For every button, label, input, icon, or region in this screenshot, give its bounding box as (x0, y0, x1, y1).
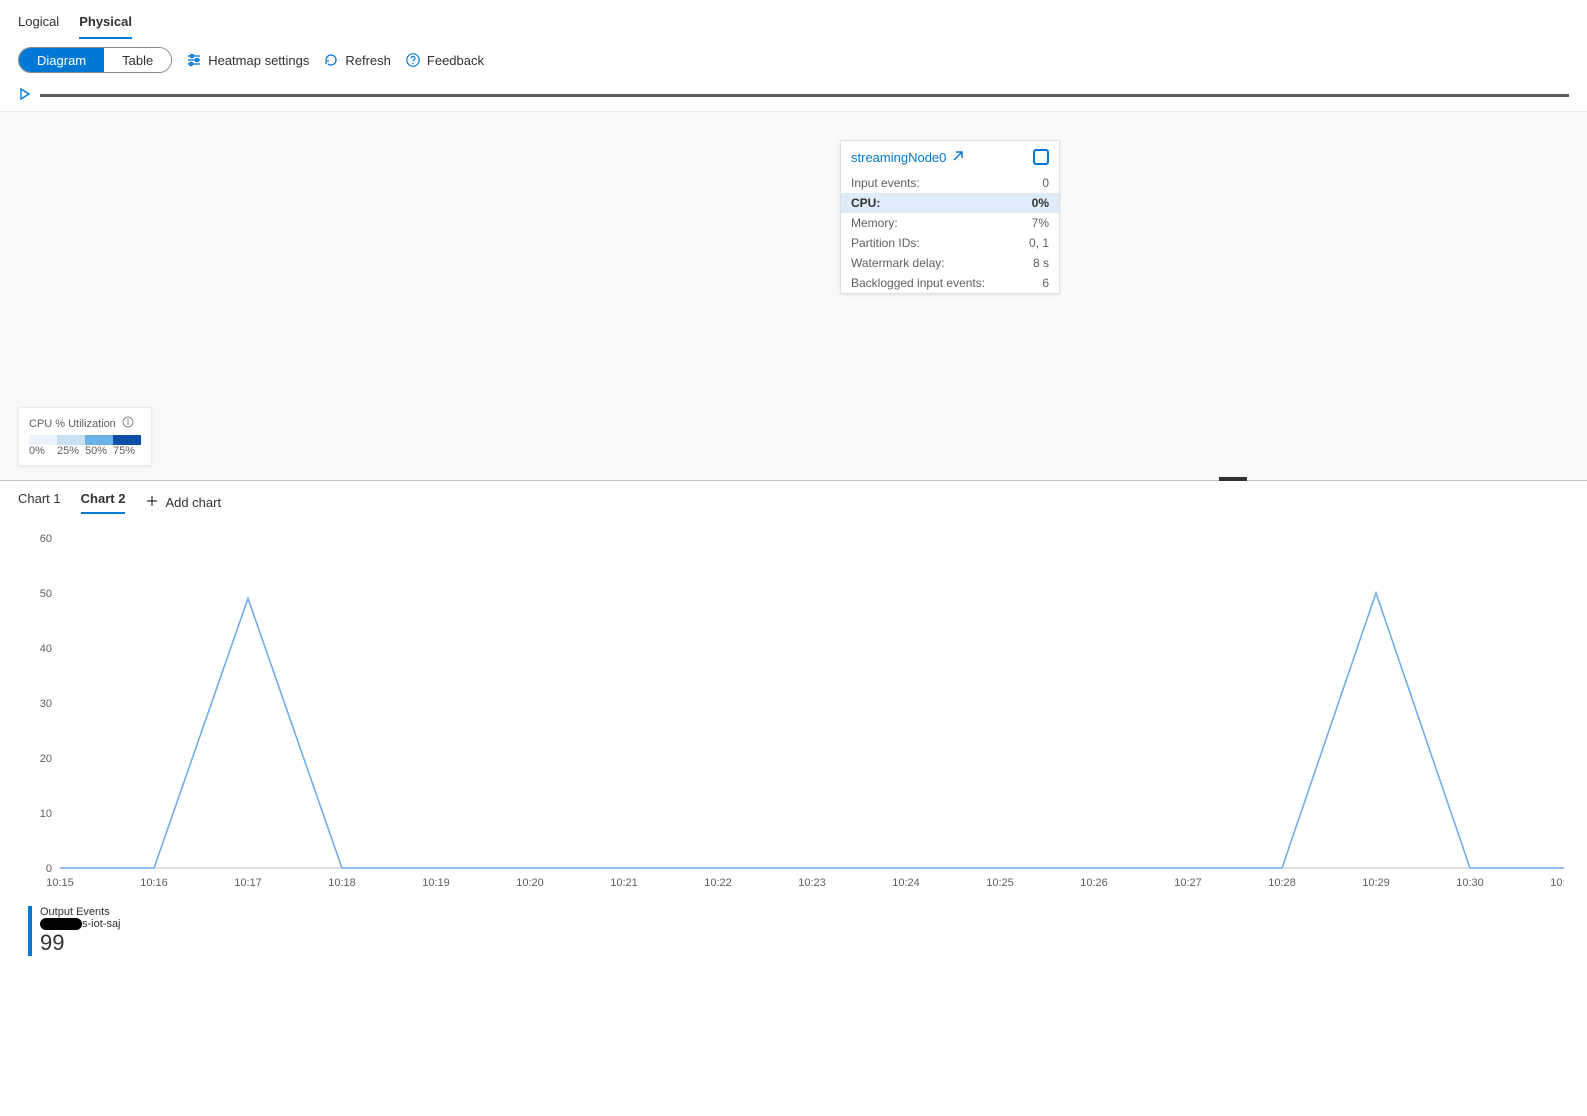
legend-label: 50% (85, 445, 113, 457)
svg-text:10:18: 10:18 (328, 877, 356, 889)
chart-tabs: Chart 1 Chart 2 Add chart (0, 481, 1587, 518)
diagram-canvas[interactable]: streamingNode0 Input events:0CPU:0%Memor… (0, 111, 1587, 481)
cpu-legend: CPU % Utilization 0%25%50%75% (18, 407, 152, 466)
svg-text:10:15: 10:15 (46, 877, 74, 889)
plus-icon (145, 494, 159, 511)
svg-text:10:21: 10:21 (610, 877, 638, 889)
svg-text:10:25: 10:25 (986, 877, 1014, 889)
node-row: CPU:0% (841, 193, 1059, 213)
node-card: streamingNode0 Input events:0CPU:0%Memor… (840, 140, 1060, 294)
svg-text:10:20: 10:20 (516, 877, 544, 889)
svg-text:10:16: 10:16 (140, 877, 168, 889)
svg-text:10:27: 10:27 (1174, 877, 1202, 889)
resize-handle[interactable] (1219, 477, 1247, 481)
chart-container: 0 10 20 30 40 50 60 10:15 10:16 10:17 10:18 10:19 10… (0, 518, 1587, 902)
series-legend: Output Events xxxxs-iot-saj 99 (28, 906, 1587, 956)
node-row: Input events:0 (841, 173, 1059, 193)
legend-stripe (28, 906, 32, 956)
help-icon (405, 52, 421, 68)
view-table-button[interactable]: Table (104, 48, 171, 72)
svg-text:10:22: 10:22 (704, 877, 732, 889)
feedback-button[interactable]: Feedback (405, 52, 484, 68)
view-diagram-button[interactable]: Diagram (19, 48, 104, 72)
svg-text:10:30: 10:30 (1456, 877, 1484, 889)
info-icon[interactable] (122, 416, 134, 431)
legend-swatch (113, 435, 141, 445)
timeline-track[interactable] (40, 94, 1569, 97)
node-title: streamingNode0 (851, 150, 946, 165)
sliders-icon (186, 52, 202, 68)
svg-text:10:17: 10:17 (234, 877, 262, 889)
line-chart: 0 10 20 30 40 50 60 10:15 10:16 10:17 10:18 10:19 10… (24, 528, 1564, 898)
tab-logical[interactable]: Logical (18, 10, 59, 39)
node-row: Memory:7% (841, 213, 1059, 233)
legend-label: 25% (57, 445, 85, 457)
legend-title: CPU % Utilization (29, 418, 116, 430)
svg-text:10:23: 10:23 (798, 877, 826, 889)
toolbar: Diagram Table Heatmap settings Refresh F… (0, 39, 1587, 83)
svg-text:10:28: 10:28 (1268, 877, 1296, 889)
tab-physical[interactable]: Physical (79, 10, 132, 39)
svg-text:30: 30 (40, 698, 52, 710)
view-toggle: Diagram Table (18, 47, 172, 73)
legend-label: 0% (29, 445, 57, 457)
svg-text:10:24: 10:24 (892, 877, 920, 889)
svg-text:20: 20 (40, 753, 52, 765)
svg-text:50: 50 (40, 588, 52, 600)
node-title-link[interactable]: streamingNode0 (851, 150, 964, 165)
svg-text:10: 10 (40, 808, 52, 820)
svg-text:10:31: 10:31 (1550, 877, 1564, 889)
legend-label: 75% (113, 445, 141, 457)
refresh-label: Refresh (345, 53, 391, 68)
legend-swatch (85, 435, 113, 445)
series-sub: s-iot-saj (82, 918, 121, 930)
svg-text:10:26: 10:26 (1080, 877, 1108, 889)
svg-text:40: 40 (40, 643, 52, 655)
redacted-text: xxxx (40, 918, 82, 930)
add-chart-button[interactable]: Add chart (145, 494, 221, 511)
node-checkbox[interactable] (1033, 149, 1049, 165)
svg-text:10:19: 10:19 (422, 877, 450, 889)
series-name: Output Events (40, 906, 121, 918)
tab-chart-1[interactable]: Chart 1 (18, 491, 61, 514)
node-row: Partition IDs:0, 1 (841, 233, 1059, 253)
heatmap-settings-button[interactable]: Heatmap settings (186, 52, 309, 68)
play-icon[interactable] (18, 87, 32, 104)
legend-swatch (57, 435, 85, 445)
svg-text:60: 60 (40, 533, 52, 545)
node-row: Watermark delay:8 s (841, 253, 1059, 273)
tab-chart-2[interactable]: Chart 2 (81, 491, 126, 514)
svg-text:0: 0 (46, 863, 52, 875)
node-row: Backlogged input events:6 (841, 273, 1059, 293)
series-value: 99 (40, 930, 121, 956)
refresh-button[interactable]: Refresh (323, 52, 391, 68)
svg-text:10:29: 10:29 (1362, 877, 1390, 889)
timeline (18, 83, 1569, 107)
top-tabs: Logical Physical (0, 0, 1587, 39)
feedback-label: Feedback (427, 53, 484, 68)
heatmap-settings-label: Heatmap settings (208, 53, 309, 68)
legend-swatch (29, 435, 57, 445)
open-icon (952, 150, 964, 165)
refresh-icon (323, 52, 339, 68)
add-chart-label: Add chart (165, 495, 221, 510)
